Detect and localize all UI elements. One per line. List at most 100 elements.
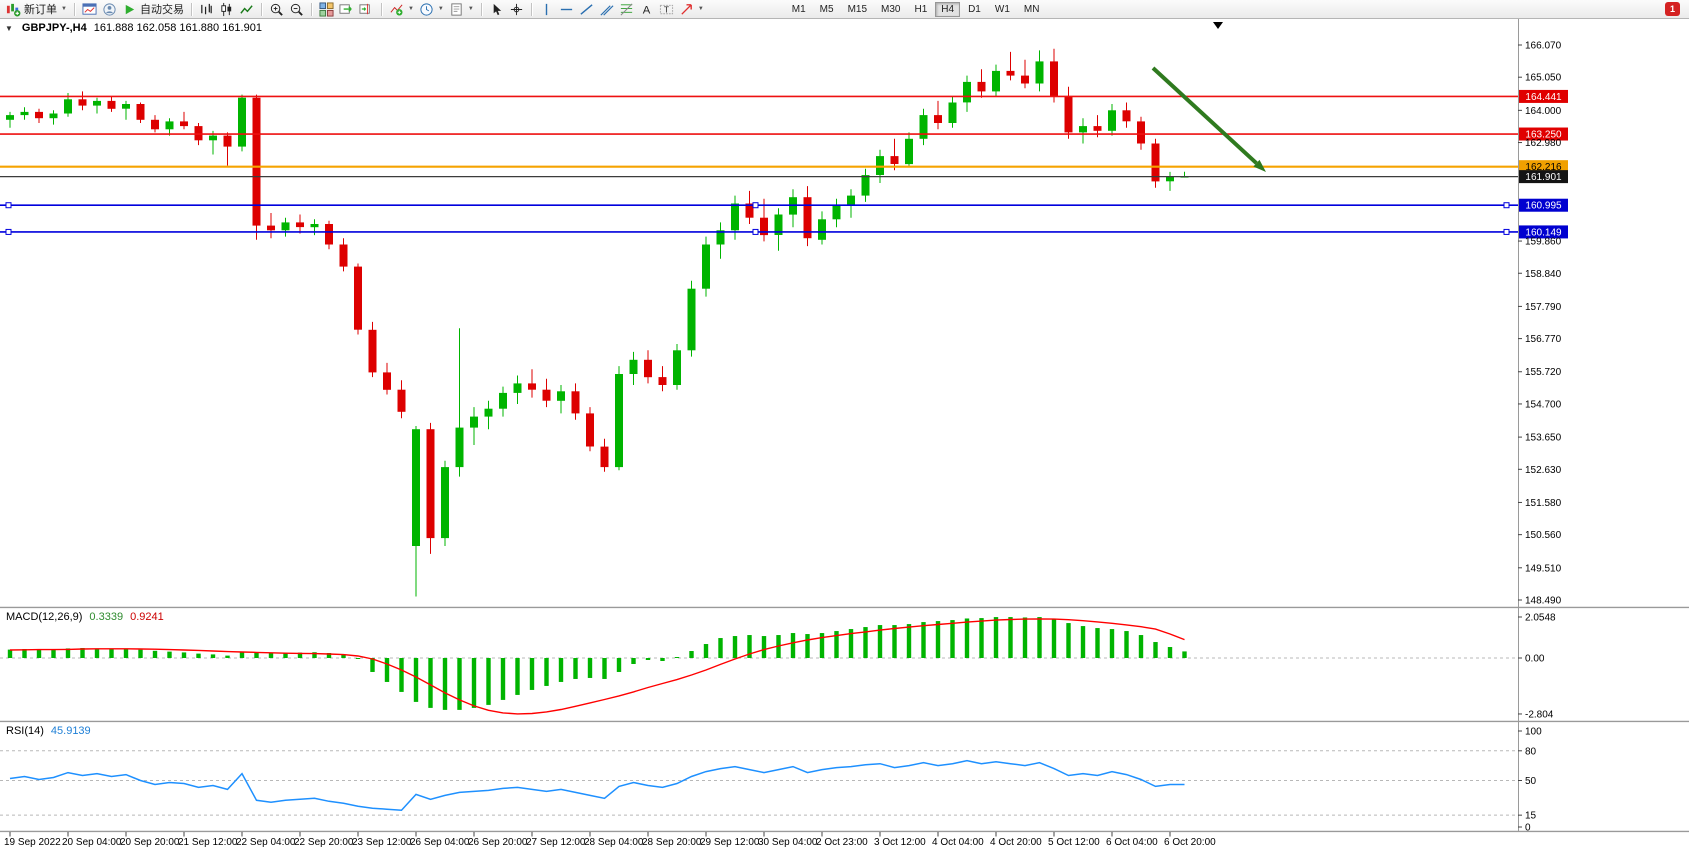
macd-histogram-bar — [544, 658, 549, 686]
charts-window-button[interactable] — [80, 0, 99, 18]
arrows-button[interactable]: ▼ — [677, 0, 706, 18]
toolbar-separator — [530, 2, 532, 16]
timeframe-button-M30[interactable]: M30 — [875, 2, 906, 17]
macd-histogram-bar — [138, 649, 143, 658]
price-badge-label: 161.901 — [1525, 172, 1562, 183]
periods-button[interactable]: ▼ — [417, 0, 446, 18]
time-axis-label: 28 Sep 04:00 — [584, 837, 644, 848]
candle — [644, 350, 652, 384]
y-axis-label: 162.980 — [1525, 138, 1562, 149]
candle — [1006, 51, 1015, 81]
indicators-button[interactable]: ▼ — [387, 0, 416, 18]
zoom-in-button[interactable] — [267, 0, 286, 18]
candle — [818, 211, 826, 245]
line-handle[interactable] — [752, 228, 759, 235]
candle — [557, 385, 565, 414]
time-axis-label: 28 Sep 20:00 — [642, 837, 702, 848]
toolbar-separator — [190, 2, 192, 16]
tile-windows-button[interactable] — [317, 0, 336, 18]
timeframe-button-W1[interactable]: W1 — [989, 2, 1016, 17]
toolbar-separator — [73, 2, 75, 16]
y-axis-label: 148.490 — [1525, 596, 1562, 607]
candle — [397, 380, 406, 419]
timeframe-button-M15[interactable]: M15 — [842, 2, 873, 17]
cursor-button[interactable] — [487, 0, 506, 18]
one-click-trading-arrow-icon[interactable]: ▼ — [5, 24, 13, 33]
candle — [977, 69, 986, 98]
candle — [673, 344, 681, 390]
macd-histogram-bar — [1066, 623, 1071, 658]
line-handle[interactable] — [1503, 228, 1510, 235]
macd-histogram-bar — [51, 650, 56, 658]
text-button[interactable]: A — [637, 0, 656, 18]
macd-signal-line — [9, 618, 1185, 715]
auto-scroll-button[interactable] — [337, 0, 356, 18]
rsi-axis-label: 80 — [1525, 746, 1537, 757]
timeframe-button-H4[interactable]: H4 — [935, 1, 961, 17]
chart-shift-marker-icon[interactable] — [1213, 22, 1223, 29]
text-label-button[interactable]: T — [657, 0, 676, 18]
candle — [861, 168, 870, 202]
vertical-line-button[interactable] — [537, 0, 556, 18]
trendline-button[interactable] — [577, 0, 596, 18]
price-badge — [1519, 89, 1568, 103]
timeframe-button-MN[interactable]: MN — [1018, 2, 1046, 17]
macd-histogram-bar — [486, 658, 491, 705]
line-handle[interactable] — [5, 228, 12, 235]
time-axis-label: 20 Sep 20:00 — [120, 837, 180, 848]
profile-button[interactable] — [100, 0, 119, 18]
macd-histogram-bar — [152, 650, 158, 658]
chart-type-candles-button[interactable] — [217, 0, 236, 18]
zoom-out-button[interactable] — [287, 0, 306, 18]
macd-histogram-bar — [689, 651, 694, 658]
macd-histogram-bar — [964, 618, 970, 658]
trend-arrow-head[interactable] — [1253, 159, 1266, 172]
chart-type-line-button[interactable] — [237, 0, 256, 18]
new-order-button[interactable]: 新订单 ▼ — [4, 0, 69, 18]
candle — [20, 107, 29, 120]
time-axis-label: 27 Sep 12:00 — [526, 837, 586, 848]
macd-histogram-bar — [1124, 631, 1129, 658]
channel-button[interactable] — [597, 0, 616, 18]
macd-histogram-bar — [471, 658, 477, 708]
candle — [803, 186, 812, 247]
candle — [905, 132, 913, 168]
candle — [325, 220, 333, 250]
timeframe-button-M5[interactable]: M5 — [814, 2, 840, 17]
candle — [122, 100, 130, 120]
macd-main-value: 0.3339 — [89, 611, 124, 623]
candle — [383, 362, 391, 395]
chart-type-bars-button[interactable] — [197, 0, 216, 18]
timeframe-button-M1[interactable]: M1 — [786, 2, 812, 17]
horizontal-line-button[interactable] — [557, 0, 576, 18]
chart-symbol-title: GBPJPY-,H4 — [21, 22, 87, 34]
macd-histogram-bar — [616, 658, 622, 672]
macd-histogram-bar — [283, 653, 288, 658]
macd-histogram-bar — [819, 633, 825, 658]
line-handle[interactable] — [5, 202, 12, 209]
templates-button[interactable]: ▼ — [447, 0, 476, 18]
macd-histogram-bar — [761, 636, 767, 658]
time-axis-label: 5 Oct 12:00 — [1048, 837, 1100, 848]
macd-histogram-bar — [210, 654, 216, 658]
macd-label: MACD(12,26,9) — [6, 611, 83, 623]
chevron-down-icon: ▼ — [697, 6, 704, 12]
zoom-out-icon — [289, 2, 304, 17]
crosshair-button[interactable] — [507, 0, 526, 18]
macd-histogram-bar — [1051, 619, 1057, 658]
chart-shift-button[interactable] — [357, 0, 376, 18]
timeframe-button-H1[interactable]: H1 — [908, 2, 933, 17]
notification-badge[interactable]: 1 — [1665, 2, 1680, 16]
line-handle[interactable] — [752, 202, 759, 209]
line-handle[interactable] — [1503, 202, 1510, 209]
toolbar-separator — [310, 2, 312, 16]
timeframe-button-D1[interactable]: D1 — [962, 2, 987, 17]
fibonacci-button[interactable] — [617, 0, 636, 18]
time-axis-label: 3 Oct 12:00 — [874, 837, 926, 848]
candle — [238, 94, 246, 152]
macd-histogram-bar — [529, 658, 535, 690]
trend-arrow-annotation[interactable] — [1151, 66, 1258, 165]
auto-trading-button[interactable]: 自动交易 — [120, 0, 186, 18]
